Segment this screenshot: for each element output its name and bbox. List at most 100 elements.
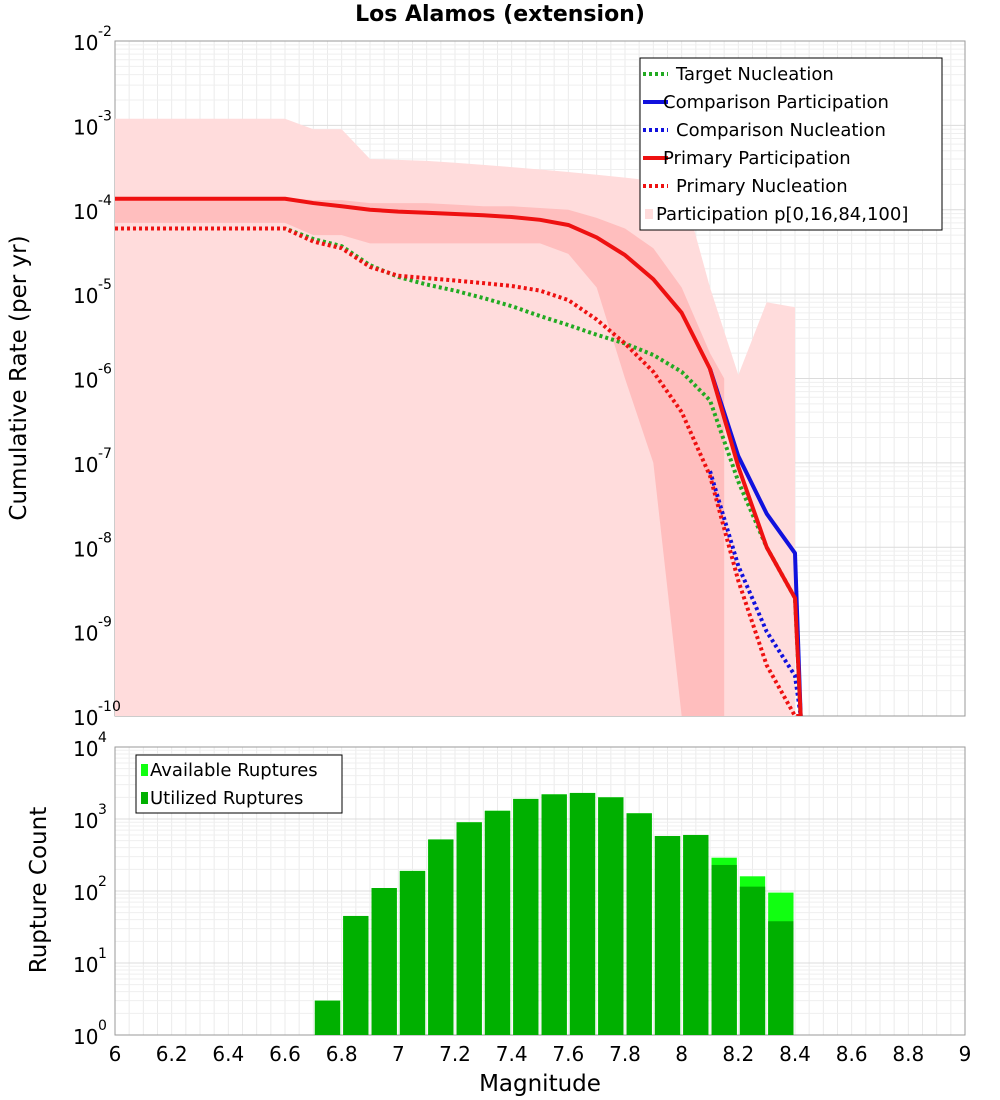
top-y-axis-label: Cumulative Rate (per yr) xyxy=(6,235,32,520)
utilized-ruptures-bar xyxy=(654,836,681,1035)
legend-label: Participation p[0,16,84,100] xyxy=(656,204,908,225)
bottom-frame xyxy=(114,746,966,1036)
utilized-ruptures-bar xyxy=(541,794,567,1035)
x-tick-label: 7 xyxy=(392,1042,405,1066)
bottom-y-tick-exp: 1 xyxy=(98,946,107,962)
legend-label: Comparison Nucleation xyxy=(676,120,886,141)
top-legend: Target Nucleation Comparison Participatio… xyxy=(639,57,943,231)
legend-label: Utilized Ruptures xyxy=(150,788,303,809)
utilized-ruptures-bar xyxy=(428,839,454,1035)
top-data xyxy=(115,118,803,716)
bottom-y-tick-exp: 4 xyxy=(98,730,107,746)
x-tick-label: 8.2 xyxy=(722,1042,754,1066)
x-tick-label: 9 xyxy=(959,1042,972,1066)
top-legend-box xyxy=(639,57,943,231)
utilized-ruptures-bar xyxy=(484,810,511,1035)
legend-label: Primary Nucleation xyxy=(676,176,848,197)
top-y-tick-base: 10 xyxy=(73,622,98,646)
top-y-tick-exp: -9 xyxy=(98,615,112,631)
x-tick-label: 7.4 xyxy=(496,1042,528,1066)
bottom-y-tick-exp: 0 xyxy=(98,1018,107,1034)
bottom-y-tick-base: 10 xyxy=(73,1025,98,1049)
bottom-y-tick-base: 10 xyxy=(73,737,98,761)
top-y-tick-base: 10 xyxy=(73,453,98,477)
x-tick-label: 8 xyxy=(675,1042,688,1066)
utilized-ruptures-bar xyxy=(314,1000,341,1035)
bottom-legend: Available Ruptures Utilized Ruptures xyxy=(135,754,343,814)
x-tick-label: 8.6 xyxy=(836,1042,868,1066)
x-tick-label: 7.8 xyxy=(609,1042,641,1066)
x-tick-label: 8.8 xyxy=(892,1042,924,1066)
top-y-tick-exp: -5 xyxy=(98,277,112,293)
x-tick-label: 6.6 xyxy=(269,1042,301,1066)
top-y-tick-base: 10 xyxy=(73,31,98,55)
top-y-tick-exp: -4 xyxy=(98,193,112,209)
x-tick-label: 7.6 xyxy=(552,1042,584,1066)
legend-swatch xyxy=(141,792,148,804)
x-tick-label: 8.4 xyxy=(779,1042,811,1066)
utilized-ruptures-bar xyxy=(371,888,397,1035)
utilized-ruptures-bar xyxy=(569,792,596,1035)
top-y-tick-label: 10 -3 xyxy=(73,108,112,139)
top-y-tick-base: 10 xyxy=(73,706,98,730)
bottom-legend-box xyxy=(135,754,343,814)
top-y-tick-exp: -8 xyxy=(98,530,112,546)
legend-swatch xyxy=(141,764,148,776)
top-y-tick-label: 10 -2 xyxy=(73,24,112,55)
top-y-tick-base: 10 xyxy=(73,115,98,139)
utilized-ruptures-bar xyxy=(768,921,794,1035)
legend-label: Comparison Participation xyxy=(663,92,889,113)
top-y-tick-base: 10 xyxy=(73,369,98,393)
legend-swatch xyxy=(645,209,653,219)
utilized-ruptures-bar xyxy=(739,886,766,1035)
utilized-ruptures-bar xyxy=(598,797,624,1035)
top-y-tick-label: 10 -10 xyxy=(73,699,121,730)
top-y-tick-label: 10 -8 xyxy=(73,530,112,561)
x-tick-label: 6.8 xyxy=(326,1042,358,1066)
top-y-tick-exp: -7 xyxy=(98,446,112,462)
bottom-y-tick-base: 10 xyxy=(73,953,98,977)
primary-nucleation-line xyxy=(115,226,801,716)
cumulative-rate-plot: 10-210-310-410-510-610-710-810-910 -10Cum… xyxy=(6,24,966,730)
top-y-tick-exp: -2 xyxy=(98,24,112,40)
comparison-nucleation-line xyxy=(708,470,803,716)
top-y-tick-exp: -6 xyxy=(98,362,112,378)
bottom-y-tick-label: 10 2 xyxy=(73,874,107,905)
utilized-ruptures-bar xyxy=(626,813,652,1035)
utilized-ruptures-bar xyxy=(343,915,369,1035)
utilized-ruptures-bar xyxy=(399,870,426,1035)
top-y-tick-label: 10 -7 xyxy=(73,446,112,477)
utilized-ruptures-bar xyxy=(456,822,482,1035)
legend-label: Primary Participation xyxy=(663,148,851,169)
bottom-y-tick-label: 10 4 xyxy=(73,730,107,761)
top-y-tick-base: 10 xyxy=(73,284,98,308)
x-tick-label: 7.2 xyxy=(439,1042,471,1066)
bottom-y-tick-base: 10 xyxy=(73,881,98,905)
top-y-tick-base: 10 xyxy=(73,537,98,561)
bottom-y-tick-label: 10 3 xyxy=(73,802,107,833)
x-tick-label: 6 xyxy=(109,1042,122,1066)
utilized-ruptures-bar xyxy=(711,864,737,1035)
x-axis-label: Magnitude xyxy=(479,1071,601,1097)
bottom-y-tick-label: 10 0 xyxy=(73,1018,107,1049)
primary-participation-line xyxy=(115,196,803,716)
top-y-tick-exp: -3 xyxy=(98,108,112,124)
top-y-tick-label: 10 -4 xyxy=(73,193,112,224)
top-y-tick-label: 10 -9 xyxy=(73,615,112,646)
top-y-tick-label: 10 -6 xyxy=(73,362,112,393)
utilized-ruptures-bar xyxy=(513,798,539,1035)
x-tick-label: 6.2 xyxy=(156,1042,188,1066)
bottom-y-tick-label: 10 1 xyxy=(73,946,107,977)
utilized-ruptures-bar xyxy=(683,834,709,1035)
top-y-tick-base: 10 xyxy=(73,200,98,224)
bottom-y-tick-exp: 2 xyxy=(98,874,107,890)
bottom-y-axis-label: Rupture Count xyxy=(26,807,52,973)
chart-title: Los Alamos (extension) xyxy=(355,2,645,27)
top-y-tick-exp: -10 xyxy=(98,699,121,715)
legend-label: Available Ruptures xyxy=(150,760,318,781)
x-tick-label: 6.4 xyxy=(212,1042,244,1066)
bottom-y-tick-base: 10 xyxy=(73,809,98,833)
legend-label: Target Nucleation xyxy=(675,64,834,85)
